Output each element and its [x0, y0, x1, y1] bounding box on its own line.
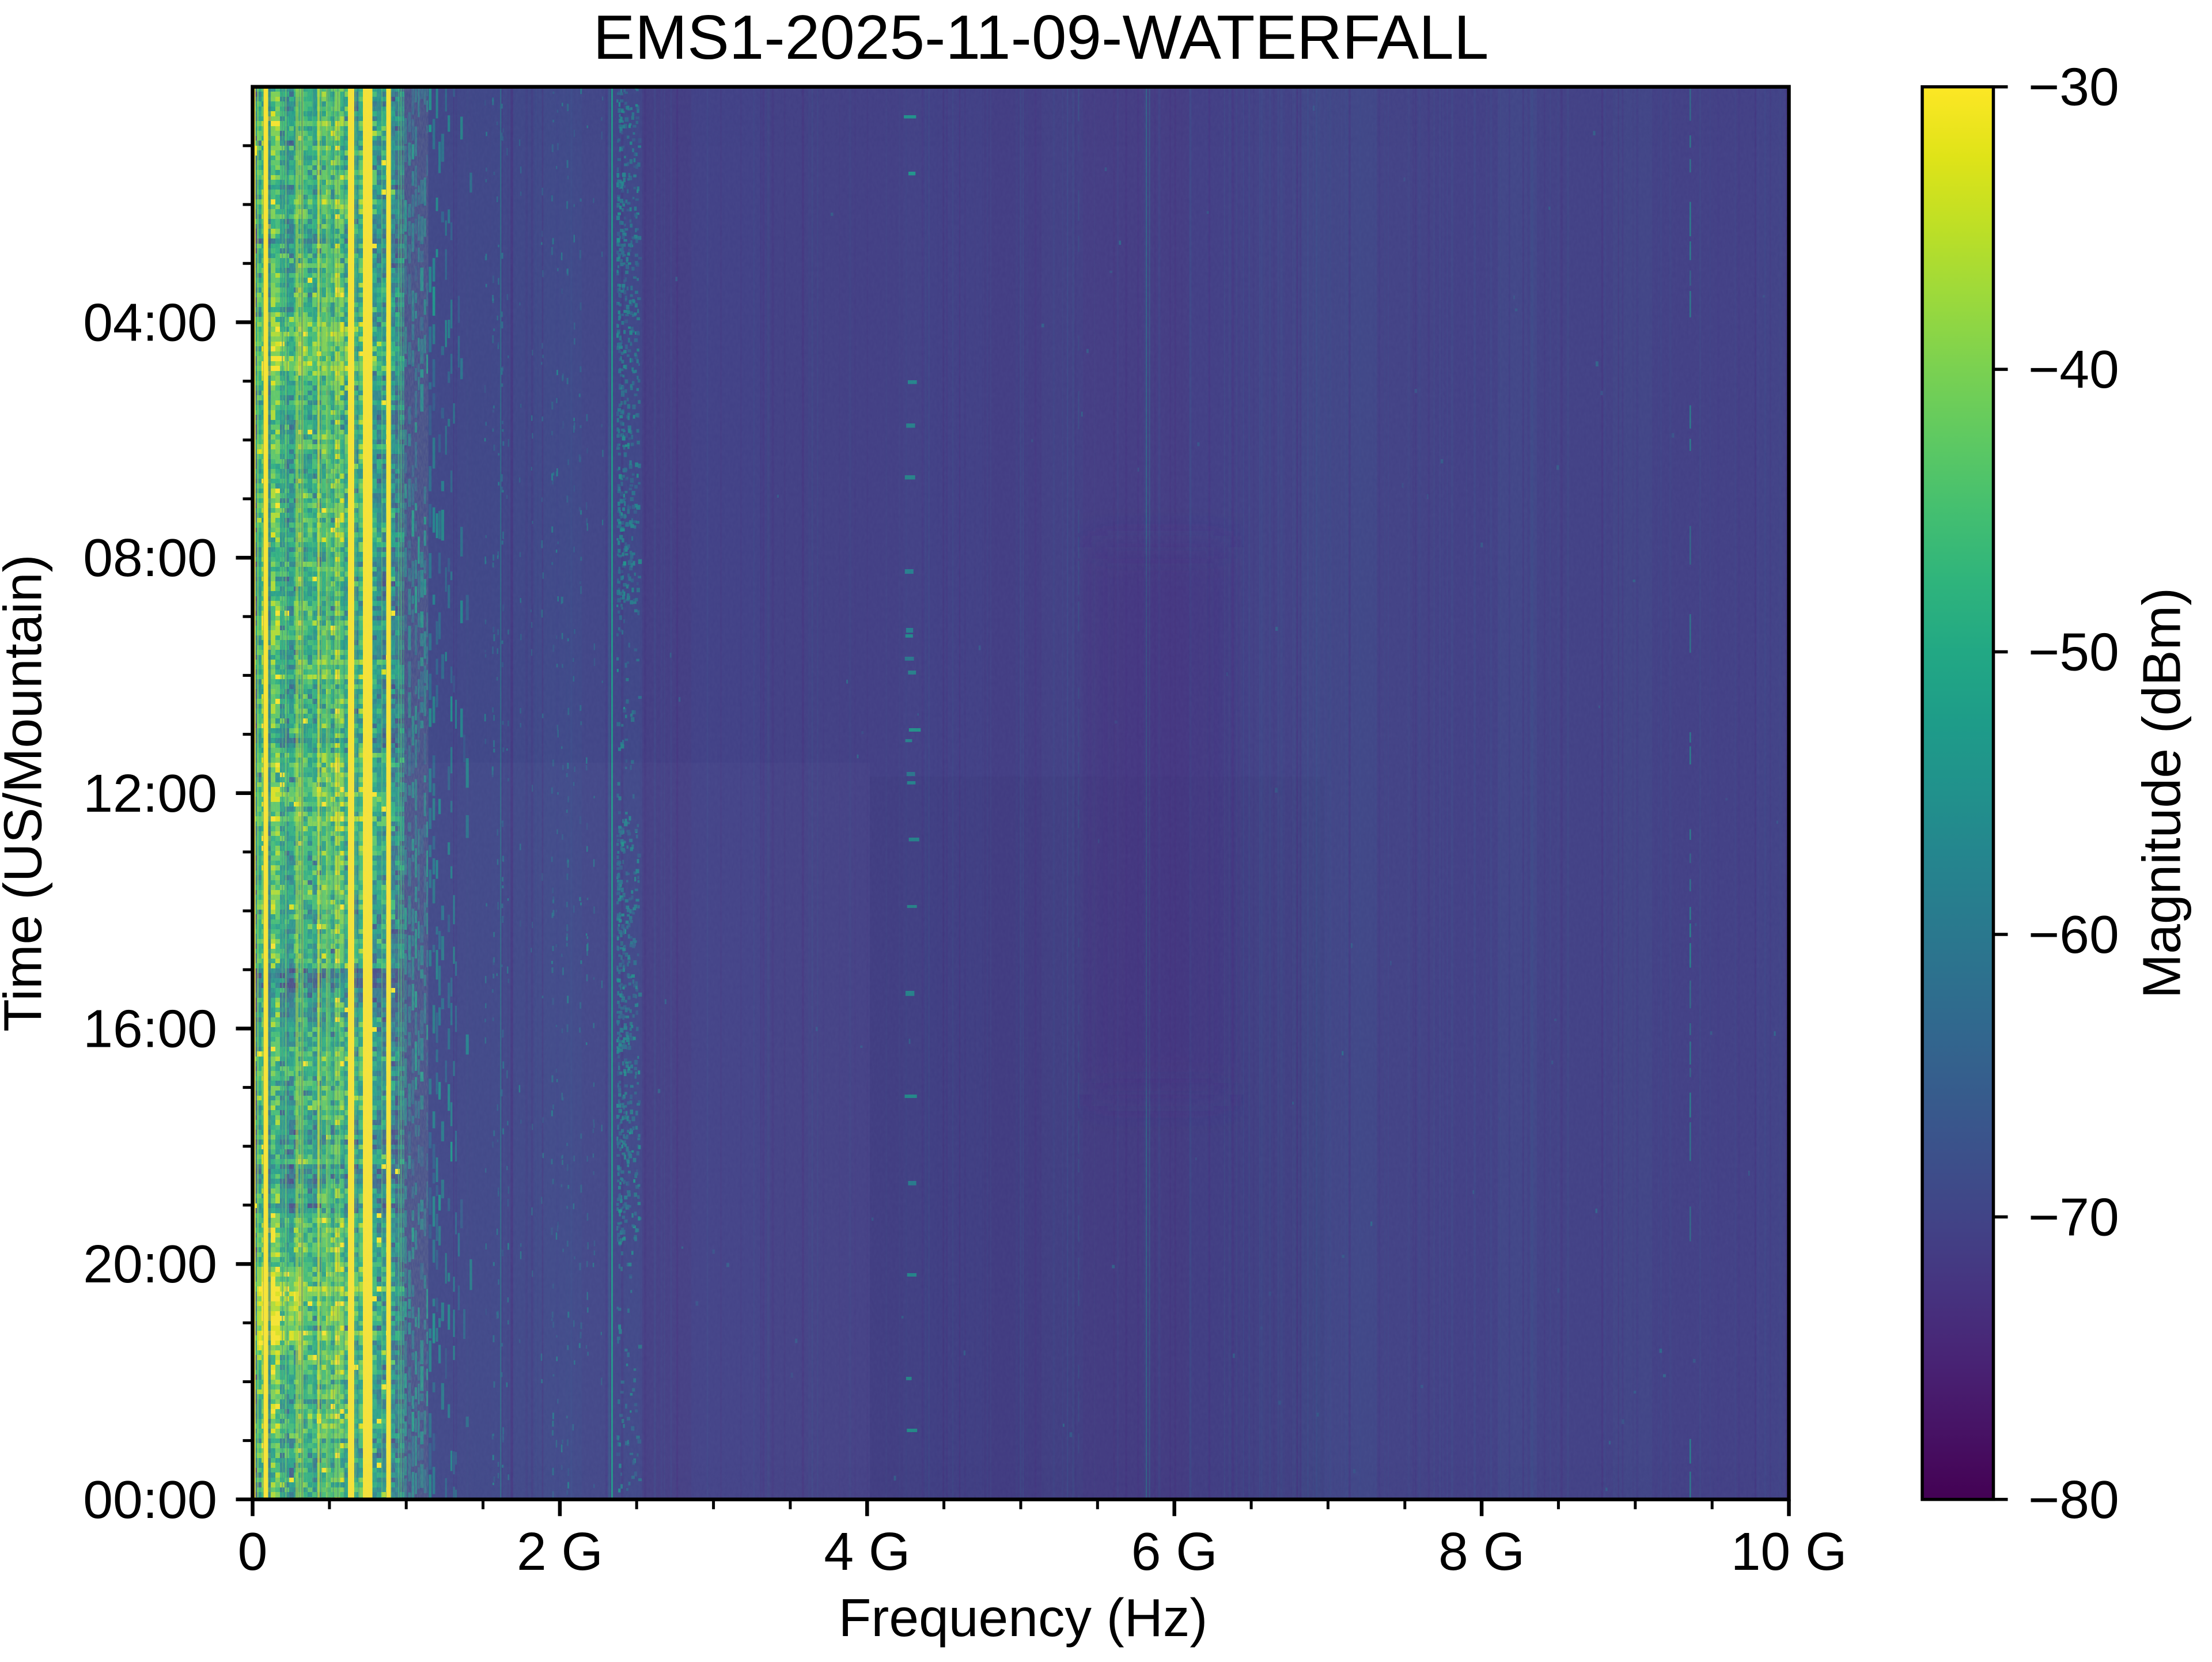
- svg-text:−70: −70: [2028, 1187, 2119, 1247]
- svg-text:Time (US/Mountain): Time (US/Mountain): [0, 554, 53, 1032]
- svg-text:04:00: 04:00: [83, 292, 217, 352]
- svg-text:8 G: 8 G: [1438, 1521, 1525, 1581]
- svg-text:Magnitude (dBm): Magnitude (dBm): [2132, 588, 2192, 998]
- svg-text:EMS1-2025-11-09-WATERFALL: EMS1-2025-11-09-WATERFALL: [593, 2, 1489, 73]
- svg-text:4 G: 4 G: [824, 1521, 910, 1581]
- svg-text:−50: −50: [2028, 622, 2119, 682]
- svg-text:10 G: 10 G: [1731, 1521, 1847, 1581]
- svg-text:Frequency (Hz): Frequency (Hz): [839, 1588, 1208, 1648]
- svg-text:16:00: 16:00: [83, 998, 217, 1058]
- svg-text:−60: −60: [2028, 904, 2119, 964]
- svg-text:12:00: 12:00: [83, 763, 217, 823]
- svg-text:−30: −30: [2028, 57, 2119, 117]
- svg-text:2 G: 2 G: [517, 1521, 603, 1581]
- svg-text:08:00: 08:00: [83, 528, 217, 588]
- svg-text:20:00: 20:00: [83, 1234, 217, 1294]
- svg-text:−40: −40: [2028, 339, 2119, 399]
- svg-text:0: 0: [238, 1521, 268, 1581]
- svg-text:6 G: 6 G: [1131, 1521, 1218, 1581]
- svg-text:00:00: 00:00: [83, 1470, 217, 1530]
- svg-text:−80: −80: [2028, 1470, 2119, 1530]
